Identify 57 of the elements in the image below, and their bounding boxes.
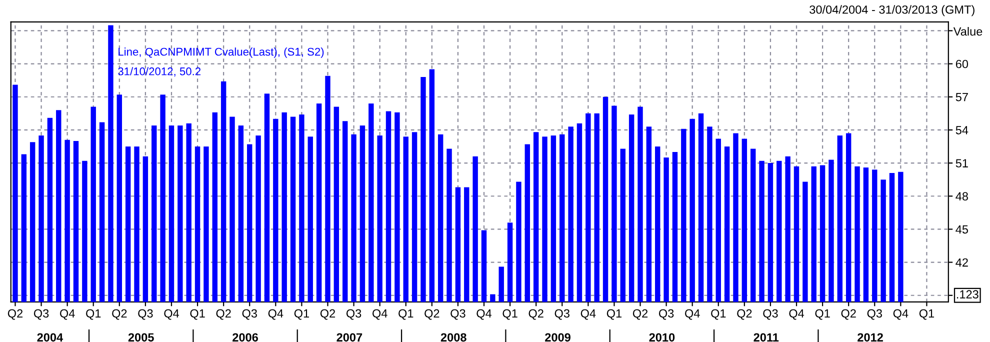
text: .123 bbox=[956, 290, 978, 299]
annotation: 31/10/2012, 50.2 bbox=[118, 67, 201, 77]
x-tick-label: Q2 bbox=[632, 309, 648, 320]
y-tick-label: 48 bbox=[956, 192, 968, 201]
x-tick-label: Q4 bbox=[164, 309, 180, 320]
y-axis-title: Value bbox=[953, 26, 982, 36]
x-tick-label: Q2 bbox=[8, 309, 23, 320]
text: 2010 bbox=[649, 333, 675, 342]
text: 2008 bbox=[440, 333, 466, 342]
annotation: Line, QaCNPMIMT Cvalue(Last), (S1, S2) bbox=[118, 48, 324, 58]
x-tick-label: Q2 bbox=[528, 309, 544, 320]
x-tick-label: Q1 bbox=[294, 309, 309, 320]
x-tick-label: Q3 bbox=[138, 309, 153, 320]
x-tick-label: Q2 bbox=[112, 309, 127, 320]
x-tick-label: Q3 bbox=[658, 309, 674, 320]
text: 2004 bbox=[37, 333, 64, 342]
x-tick-label: Q3 bbox=[242, 309, 257, 320]
x-tick-label: Q2 bbox=[424, 309, 440, 320]
x-tick-label: Q1 bbox=[502, 309, 518, 320]
y-tick-label: 45 bbox=[956, 225, 968, 234]
text: 2007 bbox=[336, 333, 362, 342]
x-tick-label: Q4 bbox=[268, 309, 284, 320]
x-tick-label: Q2 bbox=[737, 309, 752, 320]
x-tick-label: Q4 bbox=[789, 309, 804, 320]
y-tick-label: 54 bbox=[956, 126, 968, 134]
x-tick-label: Q2 bbox=[841, 309, 856, 320]
x-tick-label: Q3 bbox=[450, 309, 466, 320]
text: 2012 bbox=[858, 333, 883, 342]
x-tick-label: Q3 bbox=[867, 309, 882, 320]
chart-subtitle: 30/04/2004 - 31/03/2013 (GMT) bbox=[810, 5, 974, 16]
x-tick-label: Q4 bbox=[60, 309, 75, 320]
text: 2005 bbox=[128, 333, 154, 342]
x-tick-label: Q3 bbox=[554, 309, 570, 320]
x-tick-label: Q3 bbox=[346, 309, 362, 320]
x-tick-label: Q4 bbox=[580, 309, 596, 320]
x-tick-label: Q2 bbox=[216, 309, 231, 320]
x-tick-label: Q1 bbox=[815, 309, 830, 320]
x-tick-label: Q2 bbox=[320, 309, 336, 320]
x-tick-label: Q3 bbox=[763, 309, 778, 320]
x-tick-label: Q3 bbox=[34, 309, 49, 320]
x-tick-label: Q1 bbox=[606, 309, 622, 320]
x-tick-label: Q4 bbox=[476, 309, 492, 320]
x-tick-label: Q4 bbox=[893, 309, 908, 320]
y-tick-label: 42 bbox=[956, 258, 968, 267]
y-tick-label: 60 bbox=[956, 60, 968, 68]
x-tick-label: Q1 bbox=[398, 309, 414, 320]
x-tick-label: Q4 bbox=[685, 309, 700, 320]
x-tick-label: Q1 bbox=[190, 309, 205, 320]
y-tick-label: 51 bbox=[956, 159, 968, 168]
x-tick-label: Q1 bbox=[86, 309, 101, 320]
y-tick-label: 57 bbox=[956, 93, 968, 102]
x-tick-label: Q4 bbox=[372, 309, 388, 320]
text: 2009 bbox=[545, 333, 570, 342]
text: 2006 bbox=[232, 333, 258, 342]
x-tick-label: Q1 bbox=[919, 309, 934, 320]
text: 2011 bbox=[754, 333, 779, 342]
x-tick-label: Q1 bbox=[711, 309, 726, 320]
